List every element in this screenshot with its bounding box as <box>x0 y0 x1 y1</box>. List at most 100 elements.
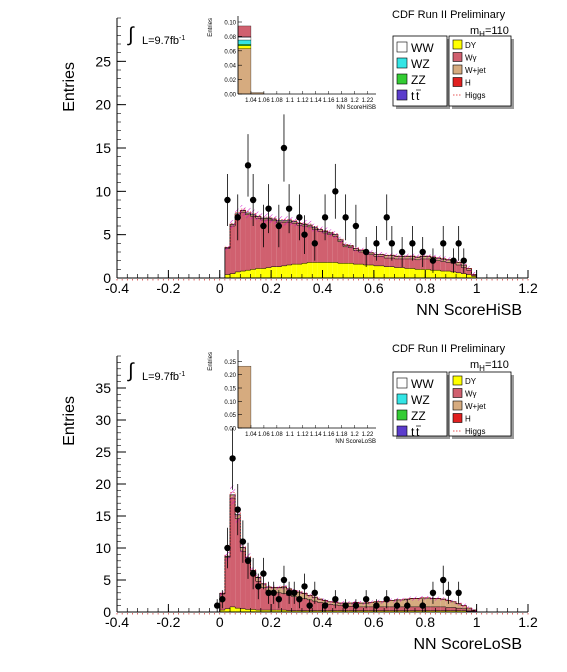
y-tick-label: 10 <box>95 183 111 199</box>
x-tick-label: 0.8 <box>416 614 436 630</box>
data-point <box>301 583 307 589</box>
data-point <box>224 197 230 203</box>
data-point <box>455 240 461 246</box>
bar <box>235 608 240 612</box>
data-point <box>455 590 461 596</box>
bar <box>384 267 389 278</box>
data-point <box>332 596 338 602</box>
inset-y-tick-label: 0.04 <box>224 64 236 70</box>
uncertainty-bin <box>384 253 389 258</box>
bar <box>348 248 353 264</box>
y-tick-label: 25 <box>95 444 111 460</box>
data-point <box>430 257 436 263</box>
data-point <box>363 596 369 602</box>
bar <box>307 227 312 263</box>
bar <box>466 275 471 278</box>
bar <box>436 270 441 278</box>
bar <box>389 267 394 278</box>
bar <box>410 607 415 611</box>
bar <box>400 607 405 611</box>
data-point <box>219 596 225 602</box>
inset-x-tick-label: 1.16 <box>323 432 335 438</box>
legend-label: Wγ <box>465 54 477 63</box>
bar <box>425 269 430 278</box>
x-tick-label: 0.8 <box>416 280 436 296</box>
bar <box>358 264 363 278</box>
bar <box>281 593 286 610</box>
legend-swatch <box>397 394 407 404</box>
legend-label: DY <box>465 41 477 50</box>
bar <box>240 271 245 278</box>
x-tick-label: 0 <box>216 280 224 296</box>
data-point <box>255 583 261 589</box>
data-point <box>445 590 451 596</box>
inset-bar <box>238 46 251 49</box>
bar <box>297 264 302 278</box>
y-tick-label: 35 <box>95 380 111 396</box>
uncertainty-bin <box>292 217 297 226</box>
bar <box>266 268 271 278</box>
x-tick-label: 0.6 <box>364 280 384 296</box>
inset-x-tick-label: 1.04 <box>245 432 257 438</box>
data-point <box>404 602 410 608</box>
uncertainty-bin <box>240 205 245 216</box>
x-tick-label: 0 <box>216 614 224 630</box>
uncertainty-bin <box>358 248 363 253</box>
inset-y-tick-label: 0.10 <box>224 21 236 27</box>
bar <box>420 269 425 278</box>
bar <box>338 242 343 264</box>
uncertainty-bin <box>415 255 420 260</box>
legend-label: Higgs <box>465 91 485 100</box>
uncertainty-bin <box>317 226 322 234</box>
inset-x-tick-label: 1.16 <box>323 98 335 104</box>
data-point <box>240 538 246 544</box>
y-tick-label: 0 <box>103 604 111 620</box>
y-tick-label: 25 <box>95 53 111 69</box>
bar <box>323 262 328 278</box>
inset-x-tick-label: 1.04 <box>245 98 257 104</box>
bar <box>261 268 266 278</box>
bar <box>446 608 451 611</box>
uncertainty-bin <box>225 245 230 250</box>
bar <box>230 607 235 612</box>
bar <box>328 235 333 263</box>
bar <box>369 255 374 265</box>
x-axis-label: NN ScoreHiSB <box>416 302 522 319</box>
data-point <box>342 214 348 220</box>
bar <box>292 264 297 278</box>
y-tick-label: 20 <box>95 97 111 113</box>
legend-label: H <box>465 79 471 88</box>
inset-x-tick-label: 1.06 <box>258 98 270 104</box>
data-point <box>250 197 256 203</box>
x-tick-label: 1 <box>473 280 481 296</box>
data-point <box>332 188 338 194</box>
bar <box>405 259 410 269</box>
data-point <box>394 602 400 608</box>
data-point <box>296 214 302 220</box>
uncertainty-bin <box>343 242 348 247</box>
uncertainty-bin <box>307 221 312 229</box>
inset-x-tick-label: 1.12 <box>297 98 309 104</box>
inset-y-tick-label: 0.00 <box>224 427 236 433</box>
bar <box>415 607 420 611</box>
legend-swatch <box>397 74 407 84</box>
legend-label: ZZ <box>411 409 426 423</box>
y-tick-label: 5 <box>103 572 111 588</box>
data-point <box>450 257 456 263</box>
uncertainty-bin <box>276 586 281 590</box>
inset-x-tick-label: 1.12 <box>297 432 309 438</box>
bar <box>348 606 353 610</box>
legend-swatch <box>453 389 462 398</box>
bar <box>328 604 333 610</box>
bar <box>245 215 250 270</box>
y-tick-label: 5 <box>103 227 111 243</box>
inset-x-tick-label: 1.2 <box>350 432 359 438</box>
data-point <box>430 590 436 596</box>
inset-x-tick-label: 1.1 <box>286 98 295 104</box>
bar <box>353 264 358 278</box>
mass-label: mH=110 <box>470 359 509 373</box>
lumi-label: L=9.7fb-1 <box>142 371 185 383</box>
data-point <box>291 590 297 596</box>
bar <box>425 259 430 269</box>
